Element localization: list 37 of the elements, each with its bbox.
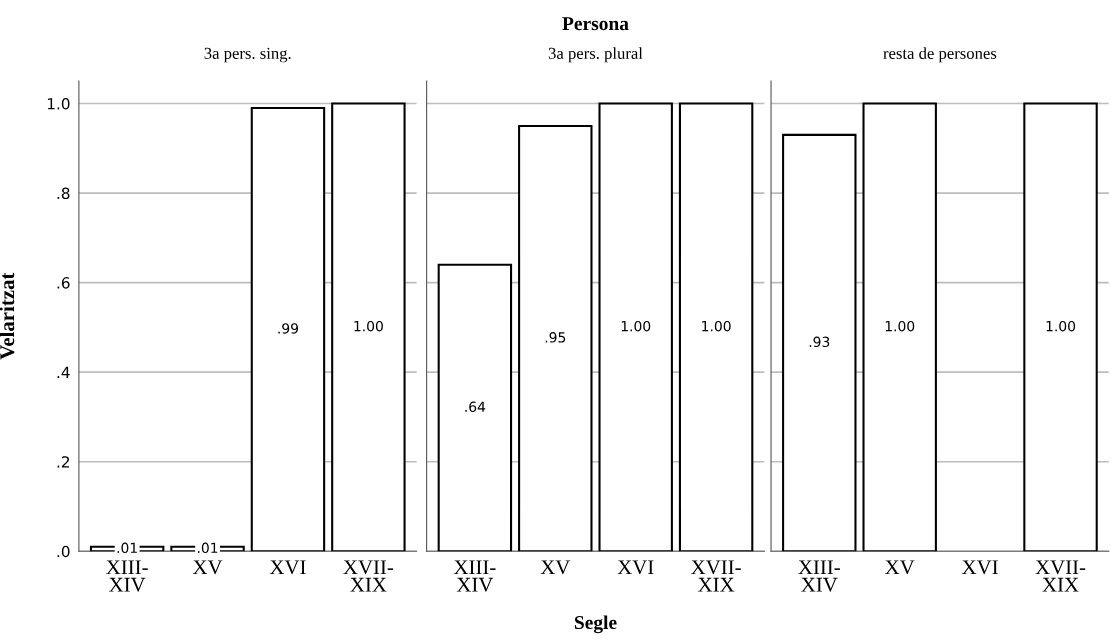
x-tick-label: XVI — [617, 560, 654, 575]
y-axis-title: Velaritzat — [0, 272, 15, 360]
data-label: .01 — [197, 542, 218, 554]
bar — [331, 102, 406, 552]
y-tick-label: 1.0 — [47, 98, 70, 110]
data-label: 1.00 — [702, 320, 731, 332]
x-tick-label: XVI — [962, 560, 998, 575]
y-tick-label: .6 — [57, 277, 70, 289]
chart-subtitle: 3a pers. plural — [548, 47, 643, 63]
x-tick-label: XVII- XIX — [1035, 560, 1086, 592]
y-tick-label: .8 — [57, 187, 70, 200]
x-tick-label: XV — [192, 560, 223, 575]
x-tick-label: XVI — [269, 560, 306, 575]
y-tick-label: .0 — [57, 545, 70, 558]
x-axis-title: Segle — [574, 615, 617, 634]
data-label: 1.00 — [885, 320, 915, 332]
y-tick-label: .2 — [57, 456, 70, 468]
x-tick-label: XIII- XIV — [798, 560, 840, 592]
data-label: 1.00 — [621, 320, 651, 332]
x-tick-label: XVII- XIX — [343, 560, 394, 592]
data-label: .99 — [278, 323, 299, 334]
data-label: .64 — [465, 401, 486, 413]
data-label: .95 — [545, 332, 566, 343]
x-tick-label: XV — [885, 560, 915, 575]
x-tick-label: XVII- XIX — [691, 560, 741, 592]
data-label: 1.00 — [1046, 320, 1076, 332]
y-tick-label: .4 — [57, 366, 70, 378]
chart-subtitle: 3a pers. sing. — [204, 47, 291, 63]
chart-subtitle: resta de persones — [883, 47, 997, 63]
data-label: .93 — [809, 336, 830, 348]
data-label: .01 — [117, 542, 137, 554]
data-label: 1.00 — [354, 320, 383, 332]
x-tick-label: XV — [540, 560, 571, 575]
x-tick-label: XIII- XIV — [106, 560, 148, 592]
bar — [250, 106, 326, 552]
x-tick-label: XIII- XIV — [453, 560, 496, 592]
chart-title: Persona — [562, 17, 629, 31]
